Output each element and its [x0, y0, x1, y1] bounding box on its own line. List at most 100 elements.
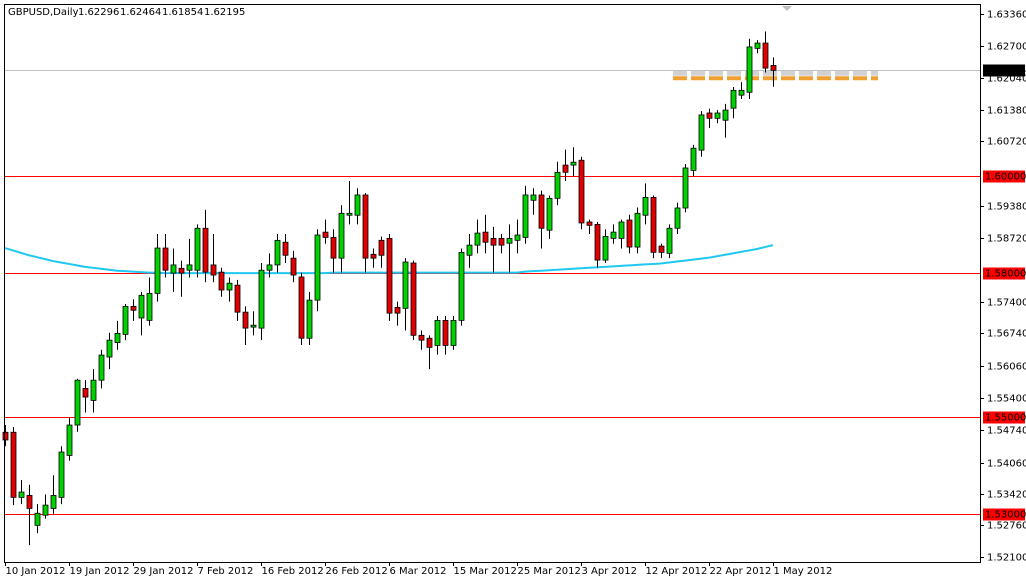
- candle-body: [106, 339, 113, 358]
- candle-body: [274, 239, 281, 266]
- candle-body: [114, 332, 121, 343]
- x-tick-label: 12 Apr 2012: [646, 566, 708, 577]
- y-tick-label: 1.62040: [987, 74, 1026, 85]
- candle-body: [442, 319, 449, 346]
- candle-body: [146, 292, 153, 321]
- last-price-label: 1.62195: [985, 66, 1026, 77]
- candle-body: [626, 219, 633, 248]
- candle-body: [514, 234, 521, 241]
- candle-body: [82, 387, 89, 398]
- candle-body: [66, 424, 73, 456]
- y-tick-label: 1.53420: [987, 490, 1026, 501]
- candle-body: [658, 245, 665, 253]
- candle-body: [490, 237, 497, 246]
- x-tick-label: 3 Apr 2012: [582, 566, 637, 577]
- candle-body: [42, 504, 49, 516]
- candle-body: [322, 231, 329, 238]
- candle-body: [482, 231, 489, 243]
- candle-body: [74, 379, 81, 426]
- x-tick-label: 22 Apr 2012: [710, 566, 772, 577]
- x-tick-label: 10 Jan 2012: [6, 566, 66, 577]
- candle-body: [570, 161, 577, 166]
- candle-body: [498, 237, 505, 246]
- candle-body: [306, 299, 313, 339]
- candle-body: [458, 251, 465, 321]
- candle-body: [674, 207, 681, 229]
- candle-body: [354, 194, 361, 216]
- header: GBPUSD,Daily 1.62296 1.62464 1.61854 1.6…: [8, 7, 245, 18]
- candle-body: [554, 171, 561, 199]
- candle-body: [242, 311, 249, 329]
- candle-body: [122, 305, 129, 335]
- candle-body: [90, 379, 97, 401]
- candle-body: [466, 244, 473, 256]
- candle-body: [386, 237, 393, 314]
- candle-body: [226, 282, 233, 291]
- y-tick-label: 1.63360: [987, 10, 1026, 21]
- x-tick-label: 19 Jan 2012: [70, 566, 130, 577]
- candle-body: [730, 89, 737, 109]
- candle-body: [610, 231, 617, 239]
- y-tick-label: 1.58720: [987, 234, 1026, 245]
- candle-body: [178, 267, 185, 274]
- shift-marker: [782, 6, 792, 11]
- candle-body: [50, 495, 57, 509]
- y-tick-label: 1.59380: [987, 202, 1026, 213]
- candle-body: [2, 431, 9, 441]
- candle-body: [410, 262, 417, 336]
- candle-body: [394, 306, 401, 314]
- candle-body: [194, 227, 201, 271]
- candle-body: [682, 167, 689, 209]
- candle-body: [218, 271, 225, 291]
- header-high: 1.62464: [120, 7, 161, 18]
- y-tick-label: 1.60720: [987, 137, 1026, 148]
- candle-body: [602, 236, 609, 261]
- y-tick-label: 1.61380: [987, 106, 1026, 117]
- candle-body: [426, 337, 433, 348]
- y-tick-label: 1.54740: [987, 426, 1026, 437]
- candle-body: [746, 46, 753, 93]
- x-tick-label: 25 Mar 2012: [518, 566, 581, 577]
- candle-body: [642, 196, 649, 216]
- y-tick-label: 1.62700: [987, 42, 1026, 53]
- candle-body: [762, 42, 769, 69]
- candle-body: [538, 194, 545, 229]
- symbol-title: GBPUSD,Daily: [8, 7, 79, 18]
- candle-body: [18, 491, 25, 498]
- candle-body: [530, 194, 537, 201]
- y-tick-label: 1.57400: [987, 298, 1026, 309]
- candle-body: [330, 237, 337, 259]
- y-tick-label: 1.54060: [987, 459, 1026, 470]
- level-label: 1.55000: [985, 413, 1026, 424]
- candle-body: [250, 324, 257, 328]
- plot-frame: [4, 4, 981, 563]
- candle-body: [722, 109, 729, 121]
- candle-body: [162, 247, 169, 271]
- x-tick-label: 16 Feb 2012: [262, 566, 324, 577]
- y-tick-label: 1.56740: [987, 329, 1026, 340]
- candle-body: [170, 264, 177, 274]
- x-tick-label: 29 Jan 2012: [134, 566, 194, 577]
- candle-body: [586, 221, 593, 226]
- candle-body: [714, 112, 721, 119]
- candle-body: [338, 212, 345, 259]
- plot-area: [2, 31, 980, 546]
- x-tick-label: 7 Feb 2012: [198, 566, 254, 577]
- candle-body: [546, 197, 553, 231]
- y-tick-label: 1.56060: [987, 362, 1026, 373]
- level-label-box: [983, 508, 1025, 521]
- candle-body: [266, 264, 273, 271]
- x-tick-label: 6 Mar 2012: [390, 566, 447, 577]
- level-label: 1.58000: [985, 269, 1026, 280]
- candle-body: [346, 212, 353, 216]
- x-tick-label: 15 Mar 2012: [454, 566, 517, 577]
- candle-body: [738, 89, 745, 96]
- candle-body: [362, 194, 369, 259]
- candle-body: [474, 232, 481, 246]
- x-tick-label: 26 Feb 2012: [326, 566, 388, 577]
- candle-body: [370, 253, 377, 259]
- candle-body: [634, 212, 641, 248]
- candle-body: [202, 227, 209, 273]
- candle-body: [234, 284, 241, 313]
